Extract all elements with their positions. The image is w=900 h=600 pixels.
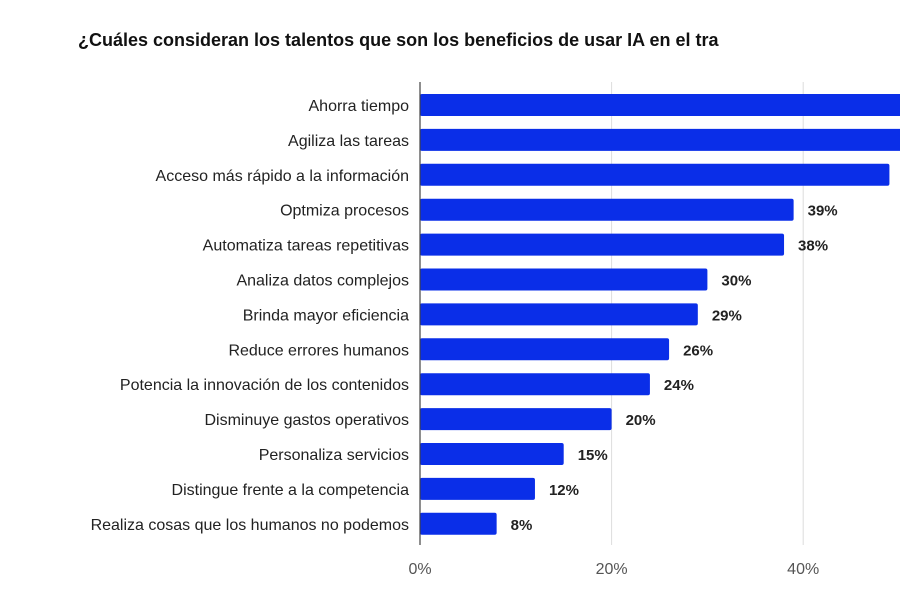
chart-title: ¿Cuáles consideran los talentos que son … bbox=[78, 30, 719, 50]
bar bbox=[420, 408, 612, 431]
bar bbox=[420, 233, 785, 256]
x-tick-label: 40% bbox=[787, 561, 819, 578]
bar bbox=[420, 373, 650, 396]
category-label: Potencia la innovación de los contenidos bbox=[120, 377, 409, 394]
category-label: Disminuye gastos operativos bbox=[204, 412, 409, 429]
category-label: Distingue frente a la competencia bbox=[172, 482, 410, 499]
bar bbox=[420, 163, 890, 186]
category-label: Brinda mayor eficiencia bbox=[243, 307, 409, 324]
data-label: 30% bbox=[721, 273, 751, 290]
data-label: 15% bbox=[578, 447, 608, 464]
category-label: Ahorra tiempo bbox=[309, 98, 410, 115]
category-label: Personaliza servicios bbox=[259, 447, 409, 464]
bar bbox=[420, 443, 564, 465]
x-tick-label: 0% bbox=[408, 561, 431, 578]
bar bbox=[420, 128, 900, 151]
data-label: 39% bbox=[808, 203, 838, 220]
category-label: Agiliza las tareas bbox=[288, 133, 409, 150]
category-label: Realiza cosas que los humanos no podemos bbox=[91, 517, 409, 534]
data-label: 38% bbox=[798, 238, 828, 255]
data-label: 24% bbox=[664, 377, 694, 394]
data-label: 26% bbox=[683, 342, 713, 359]
bar bbox=[420, 338, 670, 361]
bar bbox=[420, 477, 535, 500]
data-label: 8% bbox=[511, 517, 533, 534]
data-label: 20% bbox=[626, 412, 656, 429]
bar bbox=[420, 303, 698, 326]
bar bbox=[420, 268, 708, 291]
bar bbox=[420, 198, 794, 221]
category-label: Automatiza tareas repetitivas bbox=[203, 238, 409, 255]
category-label: Analiza datos complejos bbox=[236, 273, 409, 290]
bar bbox=[420, 94, 900, 116]
bar bbox=[420, 512, 497, 535]
x-tick-label: 20% bbox=[596, 561, 628, 578]
data-label: 12% bbox=[549, 482, 579, 499]
category-label: Acceso más rápido a la información bbox=[156, 168, 409, 185]
category-label: Reduce errores humanos bbox=[228, 342, 409, 359]
data-label: 29% bbox=[712, 307, 742, 324]
category-label: Optmiza procesos bbox=[280, 203, 409, 220]
